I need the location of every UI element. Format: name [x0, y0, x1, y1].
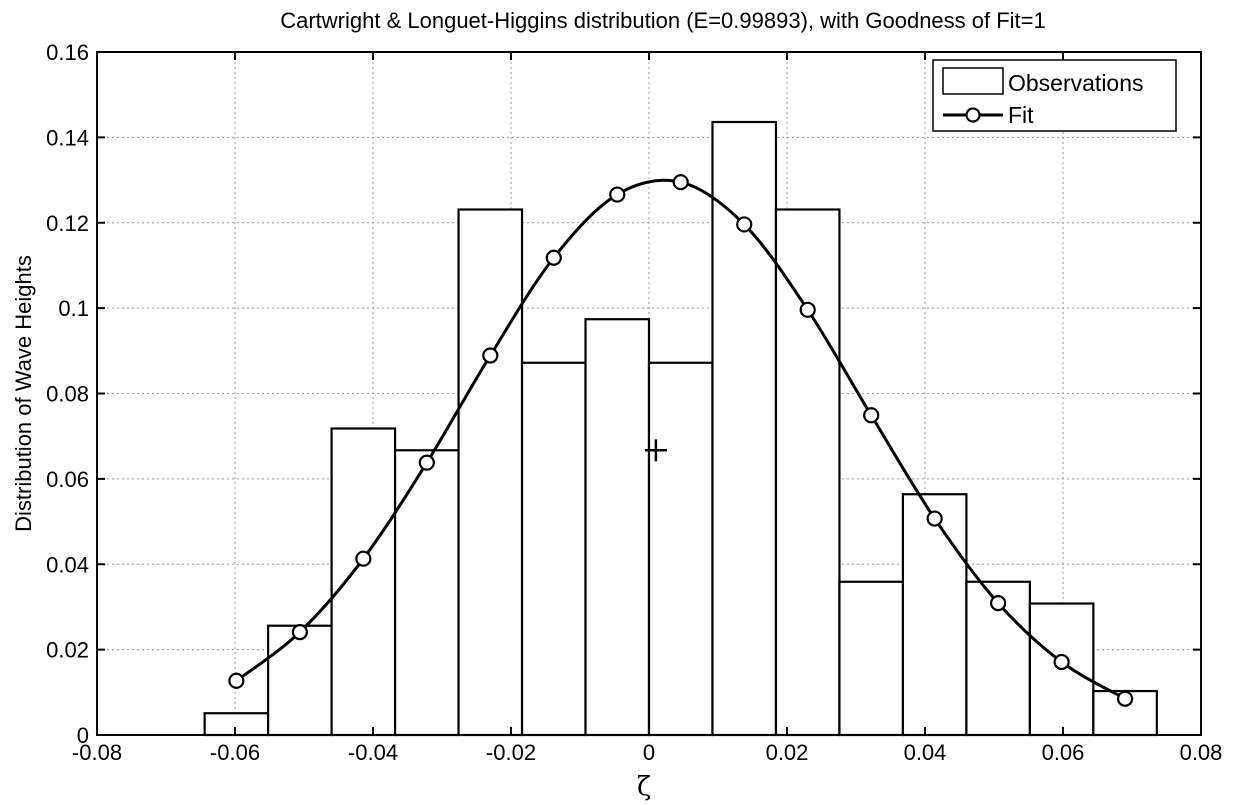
y-tick-label: 0.06: [46, 467, 89, 492]
y-axis-label: Distribution of Wave Heights: [11, 255, 36, 532]
y-tick-label: 0.12: [46, 211, 89, 236]
legend-fit-label: Fit: [1008, 102, 1034, 128]
fit-marker: [418, 454, 435, 471]
fit-marker: [482, 347, 499, 364]
fit-marker: [1053, 653, 1070, 671]
observation-bar: [647, 361, 714, 737]
fit-marker: [1116, 690, 1134, 707]
annotations: [644, 439, 667, 462]
x-tick-label: -0.02: [486, 740, 536, 765]
observation-bar: [584, 318, 651, 737]
fit-marker: [926, 510, 943, 527]
fit-marker: [990, 594, 1007, 612]
observation-bar: [838, 580, 905, 737]
fit-marker: [609, 186, 626, 203]
chart-title: Cartwright & Longuet-Higgins distributio…: [280, 8, 1046, 33]
fit-series: [228, 174, 1134, 707]
x-tick-label: 0: [643, 740, 655, 765]
y-tick-label: 0.04: [46, 552, 89, 577]
observation-bar: [330, 427, 397, 737]
observation-bar: [457, 208, 524, 737]
x-tick-label: -0.08: [72, 740, 122, 765]
observation-bar: [901, 493, 968, 737]
fit-marker: [799, 301, 816, 318]
fit-marker: [545, 249, 562, 266]
legend: Observations Fit: [932, 59, 1177, 132]
legend-observations-swatch: [942, 67, 1004, 95]
observation-bar: [774, 208, 841, 737]
observation-bar: [267, 624, 333, 737]
fit-marker: [291, 624, 308, 641]
observation-bar: [203, 712, 270, 737]
axis-ticks: -0.08 -0.06 -0.04 -0.02 0 0.02 0.04 0.06 0.08 0 0.…: [46, 40, 1222, 765]
y-tick-label: 0.02: [46, 638, 89, 663]
x-tick-label: -0.04: [348, 740, 398, 765]
x-tick-label: 0.02: [766, 740, 809, 765]
fit-marker: [228, 672, 245, 689]
x-tick-label: 0.04: [904, 740, 947, 765]
x-tick-label: 0.06: [1042, 740, 1085, 765]
observation-bar: [520, 361, 587, 737]
y-tick-label: 0.08: [46, 382, 89, 407]
y-tick-label: 0.1: [58, 296, 89, 321]
observation-bar: [393, 449, 460, 737]
legend-fit-marker: [965, 107, 981, 123]
legend-observations-label: Observations: [1008, 70, 1144, 96]
fit-marker: [863, 407, 880, 424]
observation-bar: [711, 120, 778, 737]
observations-bars: [203, 120, 1158, 737]
x-axis-label: ζ: [637, 772, 651, 802]
y-tick-label: 0.16: [46, 40, 89, 65]
y-tick-label: 0: [77, 723, 89, 748]
fit-marker: [355, 550, 372, 567]
fit-marker: [736, 216, 753, 233]
y-tick-label: 0.14: [46, 125, 89, 150]
fit-marker: [672, 174, 689, 191]
x-tick-label: -0.06: [210, 740, 260, 765]
x-tick-label: 0.08: [1180, 740, 1223, 765]
